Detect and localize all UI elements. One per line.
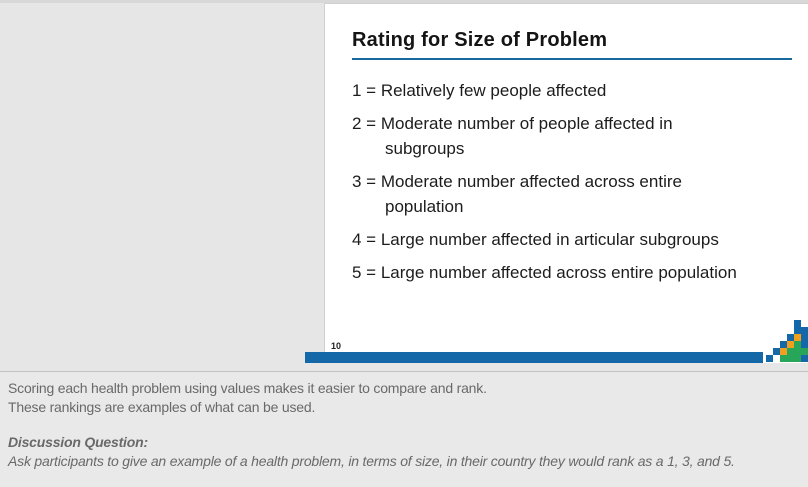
rating-item-text: 2 = Moderate number of people affected i…	[352, 114, 673, 133]
discussion-question-label: Discussion Question:	[8, 434, 148, 450]
rating-item-text: 1 = Relatively few people affected	[352, 81, 607, 100]
slide-accent-bar	[305, 352, 763, 363]
rating-item-3: 3 = Moderate number affected across enti…	[352, 169, 792, 219]
rating-item-text-cont: subgroups	[385, 139, 465, 158]
rating-item-1: 1 = Relatively few people affected	[352, 78, 792, 103]
rating-item-text: 4 = Large number affected in articular s…	[352, 230, 719, 249]
stairstep-blocks-logo	[766, 320, 808, 362]
slide-page-number: 10	[331, 341, 342, 351]
slide-title: Rating for Size of Problem	[352, 28, 792, 60]
rating-item-text: 5 = Large number affected across entire …	[352, 263, 737, 282]
rating-list: 1 = Relatively few people affected 2 = M…	[352, 78, 792, 285]
notes-line-1: Scoring each health problem using values…	[8, 380, 487, 396]
slide-page: Rating for Size of Problem 1 = Relativel…	[305, 3, 808, 363]
top-border-strip	[0, 0, 808, 3]
rating-item-text: 3 = Moderate number affected across enti…	[352, 172, 682, 191]
rating-item-4: 4 = Large number affected in articular s…	[352, 227, 792, 252]
slide-content: Rating for Size of Problem 1 = Relativel…	[325, 4, 808, 285]
rating-item-5: 5 = Large number affected across entire …	[352, 260, 792, 285]
speaker-notes: Scoring each health problem using values…	[0, 371, 808, 487]
notes-line-2: These rankings are examples of what can …	[8, 399, 316, 415]
discussion-question-text: Ask participants to give an example of a…	[8, 453, 735, 469]
rating-item-text-cont: population	[385, 197, 464, 216]
rating-item-2: 2 = Moderate number of people affected i…	[352, 111, 792, 161]
